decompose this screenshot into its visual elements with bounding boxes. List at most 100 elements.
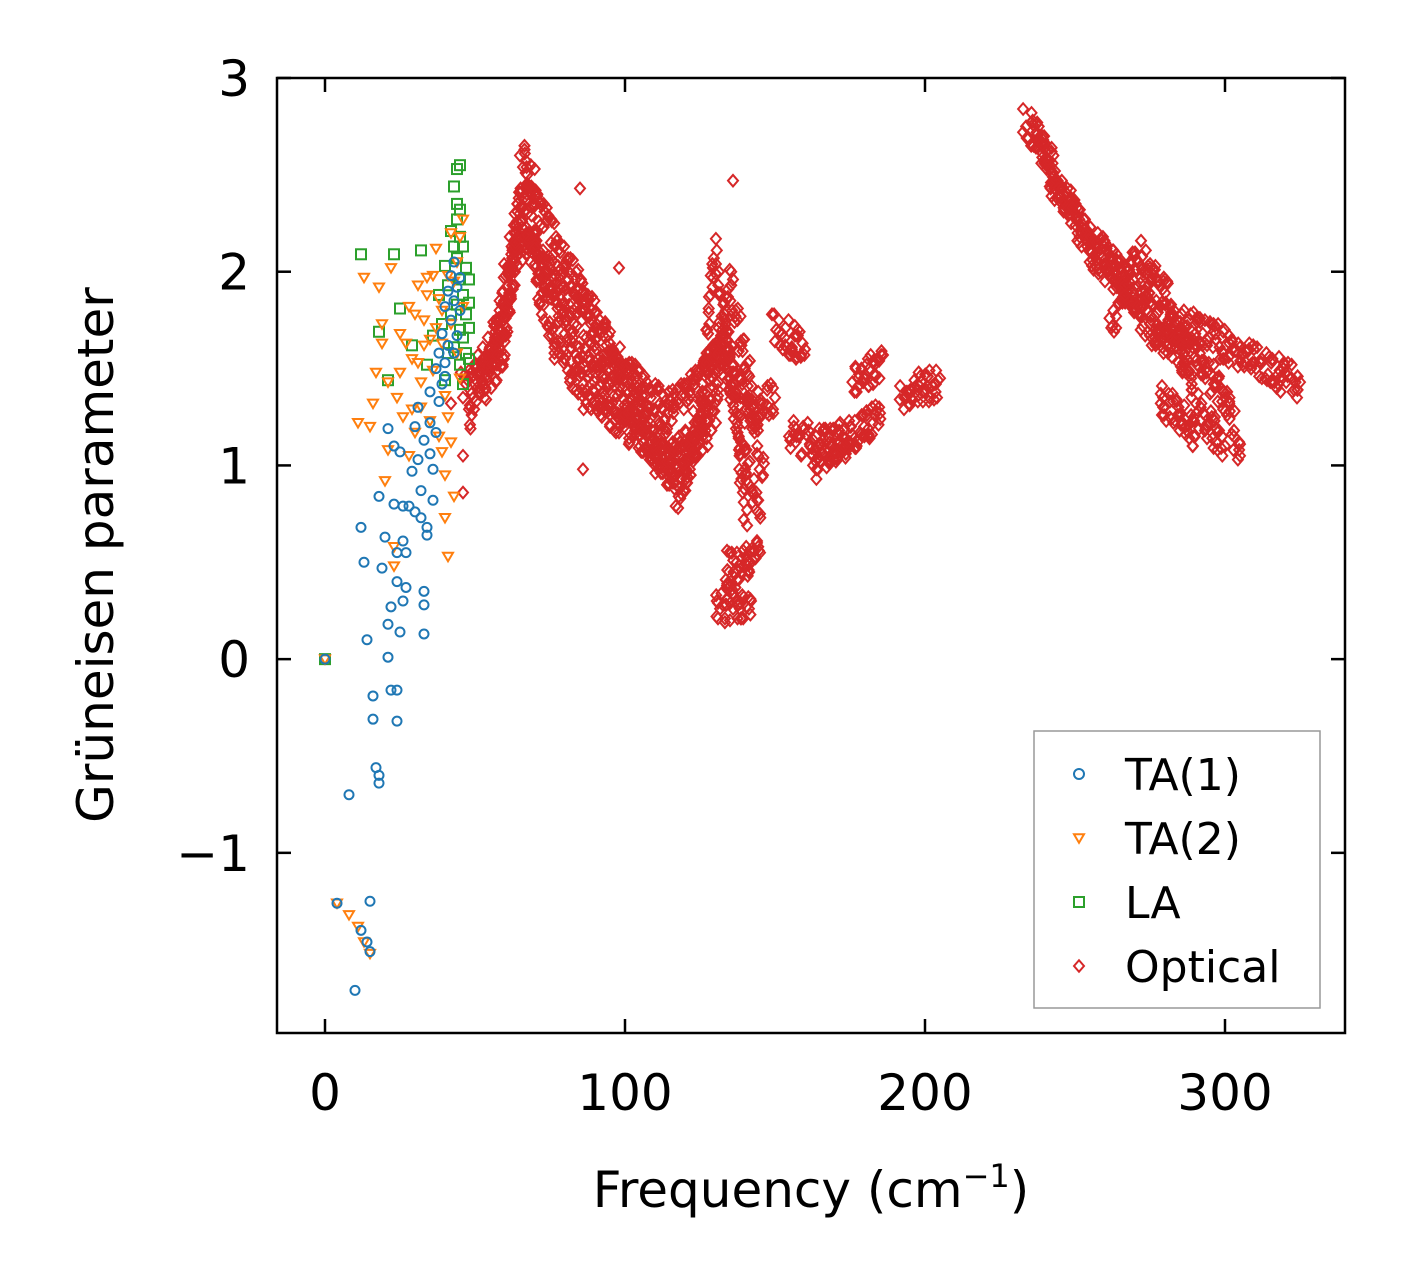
data-point bbox=[509, 235, 522, 250]
data-point bbox=[823, 421, 837, 436]
data-point bbox=[575, 367, 589, 382]
data-point bbox=[692, 425, 705, 440]
data-point bbox=[372, 282, 386, 294]
data-point bbox=[772, 312, 786, 328]
data-point bbox=[381, 377, 395, 389]
legend-entry: Optical bbox=[1072, 942, 1280, 993]
data-point bbox=[746, 553, 759, 568]
data-point bbox=[400, 581, 412, 593]
data-point bbox=[802, 423, 815, 438]
legend-label: TA(1) bbox=[1124, 750, 1241, 801]
data-point bbox=[433, 395, 445, 407]
data-point bbox=[388, 248, 400, 261]
data-point bbox=[1165, 310, 1179, 326]
data-point bbox=[456, 301, 470, 314]
data-point bbox=[559, 314, 573, 330]
data-point bbox=[1186, 438, 1200, 454]
data-point bbox=[720, 543, 734, 558]
data-point bbox=[444, 396, 458, 411]
data-point bbox=[740, 518, 754, 533]
data-point bbox=[746, 485, 759, 500]
data-point bbox=[418, 628, 430, 640]
data-point bbox=[1184, 407, 1198, 423]
data-point bbox=[496, 357, 509, 372]
data-point bbox=[862, 378, 876, 394]
data-point bbox=[731, 312, 744, 328]
data-point bbox=[876, 347, 890, 363]
data-point bbox=[418, 434, 430, 446]
data-point bbox=[520, 159, 533, 175]
data-point bbox=[1222, 355, 1235, 371]
data-point bbox=[502, 266, 516, 281]
data-point bbox=[391, 715, 403, 727]
data-point bbox=[799, 427, 813, 442]
data-point bbox=[706, 260, 720, 276]
data-point bbox=[415, 512, 427, 524]
data-point bbox=[658, 442, 672, 458]
data-point bbox=[343, 789, 355, 801]
data-point bbox=[549, 293, 563, 309]
data-point bbox=[1196, 326, 1210, 341]
data-point bbox=[702, 301, 716, 316]
data-point bbox=[709, 587, 723, 603]
data-point bbox=[867, 355, 880, 371]
data-point bbox=[379, 531, 391, 543]
data-point bbox=[456, 214, 470, 227]
data-point bbox=[667, 467, 681, 483]
data-point bbox=[1253, 355, 1267, 371]
data-point bbox=[527, 190, 540, 206]
data-point bbox=[624, 357, 637, 372]
data-point bbox=[768, 334, 782, 349]
data-point bbox=[1143, 285, 1156, 301]
data-point bbox=[1233, 339, 1247, 355]
data-point bbox=[1200, 332, 1213, 347]
data-point bbox=[530, 272, 544, 287]
data-point bbox=[855, 407, 869, 423]
data-point bbox=[1081, 223, 1094, 239]
data-point bbox=[454, 272, 466, 284]
data-point bbox=[396, 412, 410, 424]
data-point bbox=[690, 369, 704, 384]
data-point bbox=[852, 378, 865, 394]
legend-entry: LA bbox=[1073, 878, 1181, 929]
data-point bbox=[417, 315, 431, 327]
data-point bbox=[613, 339, 627, 355]
data-point bbox=[873, 411, 887, 427]
data-point bbox=[537, 297, 551, 312]
data-point bbox=[930, 390, 944, 405]
data-point bbox=[1149, 258, 1162, 274]
data-point bbox=[570, 363, 584, 378]
data-point bbox=[751, 493, 765, 508]
data-point bbox=[1016, 101, 1030, 117]
data-point bbox=[1184, 336, 1198, 351]
legend-marker bbox=[1072, 958, 1086, 974]
data-point bbox=[657, 388, 671, 403]
legend-marker bbox=[1073, 768, 1085, 780]
data-point bbox=[729, 384, 743, 400]
data-point bbox=[1212, 423, 1226, 438]
data-point bbox=[725, 545, 739, 560]
data-point bbox=[1038, 154, 1052, 169]
data-point bbox=[856, 374, 870, 390]
data-point bbox=[875, 343, 888, 359]
data-point bbox=[597, 369, 610, 384]
data-point bbox=[756, 450, 770, 465]
axis-ticks: 0 100 200 300 −1 0 1 2 3 bbox=[176, 50, 1345, 1122]
data-point bbox=[765, 307, 779, 322]
data-point bbox=[793, 429, 806, 444]
y-tick-label: −1 bbox=[176, 825, 250, 883]
data-point bbox=[518, 138, 531, 154]
data-point bbox=[548, 287, 562, 303]
data-point bbox=[796, 336, 809, 351]
data-point bbox=[666, 382, 680, 398]
data-point bbox=[547, 247, 560, 262]
data-point bbox=[402, 450, 416, 463]
data-point bbox=[421, 358, 433, 371]
data-point bbox=[517, 204, 531, 219]
data-point bbox=[734, 611, 748, 626]
data-point bbox=[433, 347, 445, 359]
data-point bbox=[429, 323, 443, 335]
data-point bbox=[412, 401, 424, 413]
data-point bbox=[460, 261, 472, 274]
data-point bbox=[441, 412, 455, 424]
